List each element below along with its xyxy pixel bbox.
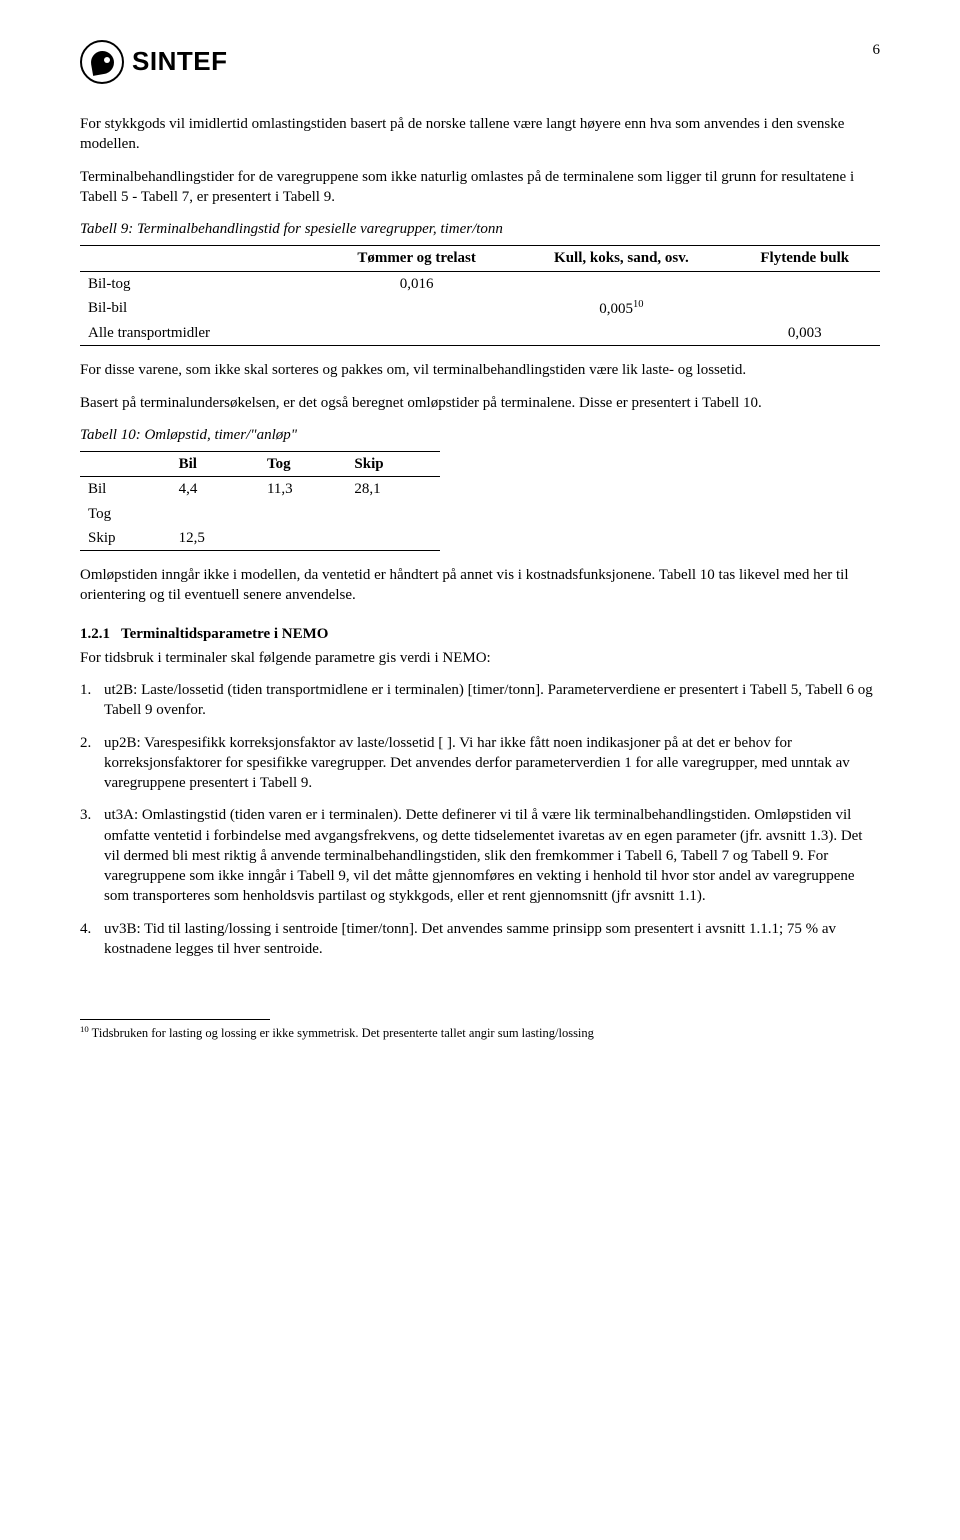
section-number: 1.2.1 [80,626,110,642]
cell-value: 0,005 [599,301,633,317]
table10-row: Tog [80,502,440,526]
table10-header-blank [80,452,171,477]
page-number: 6 [873,40,881,60]
cell [513,271,729,296]
table9-header-blank [80,246,320,271]
footnote: 10 Tidsbruken for lasting og lossing er … [80,1024,880,1042]
cell: 28,1 [346,477,440,502]
cell: 0,003 [730,321,880,346]
intro-paragraph-2: Terminalbehandlingstider for de varegrup… [80,167,880,208]
row-label: Skip [80,526,171,551]
list-item-text: ut3A: Omlastingstid (tiden varen er i te… [104,807,862,904]
numbered-list: 1.ut2B: Laste/lossetid (tiden transportm… [80,680,880,959]
table9-caption: Tabell 9: Terminalbehandlingstid for spe… [80,219,880,239]
footnote-ref: 10 [633,299,644,310]
paragraph: For disse varene, som ikke skal sorteres… [80,360,880,380]
table10-header-skip: Skip [346,452,440,477]
table9-header-col2: Kull, koks, sand, osv. [513,246,729,271]
footnote-separator [80,1019,270,1020]
cell [730,271,880,296]
table9-header-col3: Flytende bulk [730,246,880,271]
row-label: Tog [80,502,171,526]
cell [346,526,440,551]
row-label: Alle transportmidler [80,321,320,346]
table9-header-col1: Tømmer og trelast [320,246,513,271]
table10: Bil Tog Skip Bil 4,4 11,3 28,1 Tog Skip … [80,451,440,551]
list-item: 2.up2B: Varespesifikk korreksjonsfaktor … [104,733,880,794]
cell [346,502,440,526]
cell-with-sup: 0,00510 [513,296,729,321]
list-item: 1.ut2B: Laste/lossetid (tiden transportm… [104,680,880,721]
brand-logo: SINTEF [80,40,227,84]
cell [513,321,729,346]
footnote-text: Tidsbruken for lasting og lossing er ikk… [89,1026,594,1040]
table10-header-bil: Bil [171,452,259,477]
cell: 0,016 [320,271,513,296]
cell [259,526,346,551]
table10-row: Bil 4,4 11,3 28,1 [80,477,440,502]
row-label: Bil-bil [80,296,320,321]
list-item: 3.ut3A: Omlastingstid (tiden varen er i … [104,805,880,906]
cell [320,296,513,321]
cell [259,502,346,526]
list-item: 4.uv3B: Tid til lasting/lossing i sentro… [104,919,880,960]
row-label: Bil [80,477,171,502]
paragraph: Omløpstiden inngår ikke i modellen, da v… [80,565,880,606]
intro-paragraph-1: For stykkgods vil imidlertid omlastingst… [80,114,880,155]
table9: Tømmer og trelast Kull, koks, sand, osv.… [80,245,880,346]
brand-name: SINTEF [132,44,227,79]
paragraph: Basert på terminalundersøkelsen, er det … [80,393,880,413]
table10-caption: Tabell 10: Omløpstid, timer/"anløp" [80,425,880,445]
table10-row: Skip 12,5 [80,526,440,551]
row-label: Bil-tog [80,271,320,296]
section-heading: 1.2.1 Terminaltidsparametre i NEMO [80,624,880,644]
table9-row: Bil-bil 0,00510 [80,296,880,321]
cell [320,321,513,346]
page-header: SINTEF 6 [80,40,880,84]
section-title: Terminaltidsparametre i NEMO [121,626,328,642]
table10-header-tog: Tog [259,452,346,477]
sintef-logo-icon [80,40,124,84]
list-item-text: ut2B: Laste/lossetid (tiden transportmid… [104,682,873,718]
table9-row: Bil-tog 0,016 [80,271,880,296]
cell: 11,3 [259,477,346,502]
cell [171,502,259,526]
cell [730,296,880,321]
cell: 12,5 [171,526,259,551]
section-lead: For tidsbruk i terminaler skal følgende … [80,648,880,668]
table9-row: Alle transportmidler 0,003 [80,321,880,346]
cell: 4,4 [171,477,259,502]
footnote-number: 10 [80,1024,89,1034]
list-item-text: uv3B: Tid til lasting/lossing i sentroid… [104,921,836,957]
list-item-text: up2B: Varespesifikk korreksjonsfaktor av… [104,735,850,792]
